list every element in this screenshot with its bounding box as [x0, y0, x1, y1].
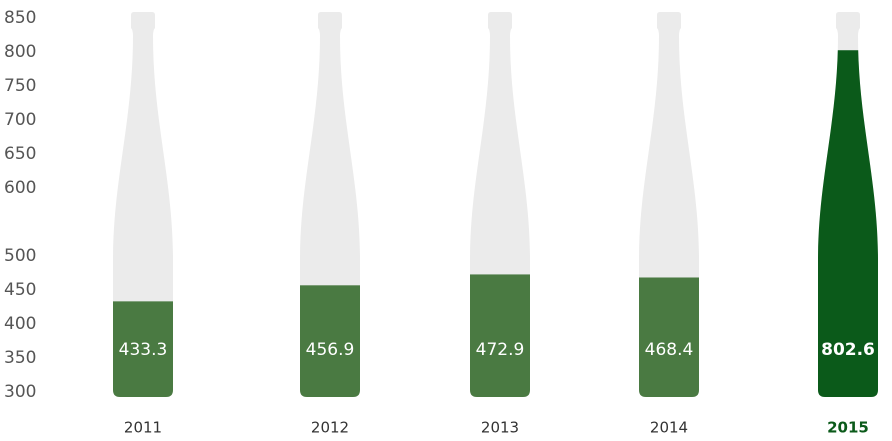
- y-tick-label: 800: [4, 42, 36, 62]
- value-label: 468.4: [645, 340, 694, 360]
- bar: [300, 285, 360, 397]
- bar: [113, 301, 173, 397]
- y-tick-label: 750: [4, 76, 36, 96]
- bottle: [113, 12, 173, 397]
- y-tick-label: 400: [4, 314, 36, 334]
- value-label: 433.3: [119, 340, 168, 360]
- y-tick-label: 650: [4, 144, 36, 164]
- bar: [470, 274, 530, 397]
- x-tick-label: 2015: [827, 419, 869, 437]
- y-tick-label: 450: [4, 280, 36, 300]
- value-label: 456.9: [306, 340, 355, 360]
- y-tick-label: 350: [4, 348, 36, 368]
- y-tick-label: 600: [4, 178, 36, 198]
- y-tick-label: 850: [4, 8, 36, 28]
- y-tick-label: 300: [4, 382, 36, 402]
- y-tick-label: 700: [4, 110, 36, 130]
- x-tick-label: 2013: [481, 419, 519, 437]
- x-tick-label: 2012: [311, 419, 349, 437]
- x-tick-label: 2014: [650, 419, 688, 437]
- y-tick-label: 500: [4, 246, 36, 266]
- x-tick-label: 2011: [124, 419, 162, 437]
- value-label: 802.6: [821, 340, 875, 360]
- bar: [639, 277, 699, 397]
- value-label: 472.9: [476, 340, 525, 360]
